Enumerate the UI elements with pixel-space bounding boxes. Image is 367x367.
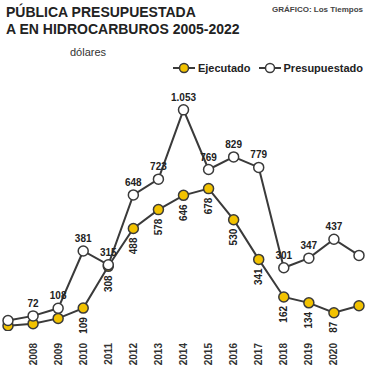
svg-text:87: 87 bbox=[328, 321, 339, 333]
svg-text:308: 308 bbox=[103, 275, 114, 292]
svg-text:2018: 2018 bbox=[278, 343, 289, 366]
svg-text:108: 108 bbox=[50, 290, 67, 301]
svg-text:2008: 2008 bbox=[28, 343, 39, 366]
svg-text:488: 488 bbox=[128, 237, 139, 254]
svg-text:2009: 2009 bbox=[53, 343, 64, 366]
svg-text:678: 678 bbox=[203, 197, 214, 214]
svg-text:2015: 2015 bbox=[203, 343, 214, 366]
svg-text:2012: 2012 bbox=[128, 343, 139, 366]
svg-text:437: 437 bbox=[326, 221, 343, 232]
svg-text:315: 315 bbox=[100, 247, 117, 258]
html-text:GRÁFICO: Los Tiempos: GRÁFICO: Los Tiempos bbox=[272, 5, 363, 14]
svg-text:1.053: 1.053 bbox=[171, 92, 196, 103]
svg-text:578: 578 bbox=[153, 218, 164, 235]
svg-text:341: 341 bbox=[253, 268, 264, 285]
svg-text:2013: 2013 bbox=[153, 343, 164, 366]
svg-text:2010: 2010 bbox=[78, 343, 89, 366]
svg-text:829: 829 bbox=[225, 139, 242, 150]
svg-text:2020: 2020 bbox=[328, 343, 339, 366]
svg-text:2011: 2011 bbox=[103, 343, 114, 365]
html-text:PÚBLICA PRESUPUESTADA: PÚBLICA PRESUPUESTADA bbox=[6, 4, 196, 20]
svg-text:2014: 2014 bbox=[178, 343, 189, 366]
svg-text:2019: 2019 bbox=[303, 343, 314, 366]
html-text:Ejecutado: Ejecutado bbox=[198, 62, 251, 74]
svg-text:2017: 2017 bbox=[253, 343, 264, 366]
svg-text:648: 648 bbox=[125, 177, 142, 188]
html-text:dólares: dólares bbox=[70, 46, 107, 58]
svg-text:646: 646 bbox=[178, 204, 189, 221]
svg-text:779: 779 bbox=[250, 149, 267, 160]
svg-text:347: 347 bbox=[301, 240, 318, 251]
svg-text:2016: 2016 bbox=[228, 343, 239, 366]
html-text:Presupuestado: Presupuestado bbox=[283, 62, 363, 74]
svg-text:134: 134 bbox=[303, 311, 314, 328]
svg-text:381: 381 bbox=[75, 233, 92, 244]
svg-text:301: 301 bbox=[275, 250, 292, 261]
svg-text:530: 530 bbox=[228, 228, 239, 245]
svg-text:109: 109 bbox=[78, 317, 89, 334]
html-text:A EN HIDROCARBUROS 2005-2022: A EN HIDROCARBUROS 2005-2022 bbox=[6, 21, 240, 37]
svg-text:769: 769 bbox=[200, 152, 217, 163]
svg-text:723: 723 bbox=[150, 161, 167, 172]
svg-text:72: 72 bbox=[28, 298, 40, 309]
svg-text:162: 162 bbox=[278, 306, 289, 323]
